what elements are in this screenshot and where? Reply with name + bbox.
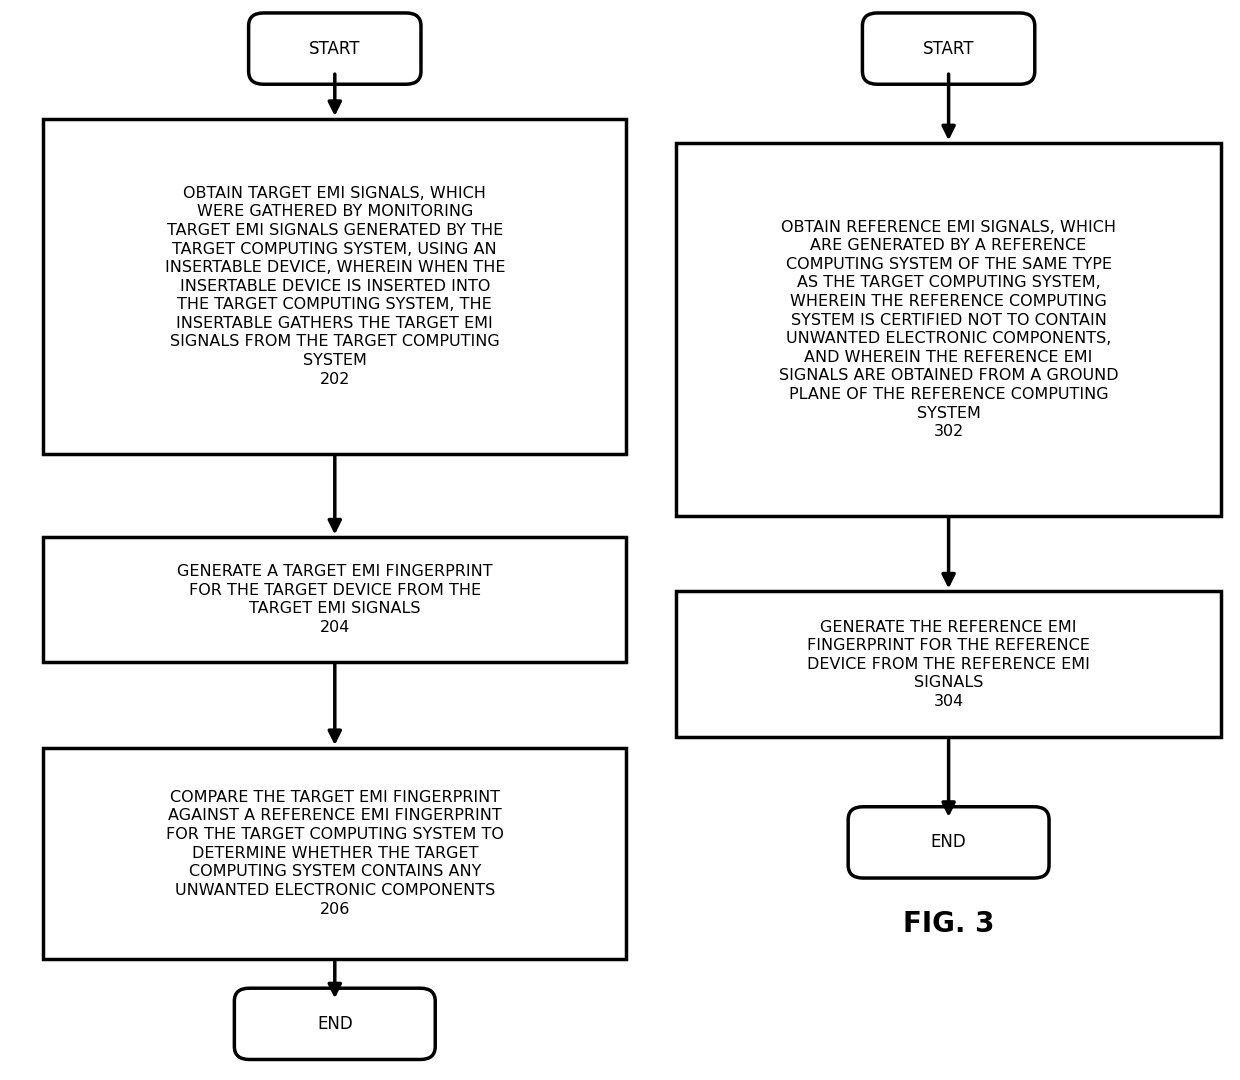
Text: FIG. 3: FIG. 3 — [903, 910, 994, 939]
Text: END: END — [931, 834, 966, 851]
Text: GENERATE A TARGET EMI FINGERPRINT
FOR THE TARGET DEVICE FROM THE
TARGET EMI SIGN: GENERATE A TARGET EMI FINGERPRINT FOR TH… — [177, 564, 492, 635]
Text: GENERATE THE REFERENCE EMI
FINGERPRINT FOR THE REFERENCE
DEVICE FROM THE REFEREN: GENERATE THE REFERENCE EMI FINGERPRINT F… — [807, 620, 1090, 708]
Text: END: END — [317, 1015, 352, 1032]
Text: START: START — [923, 40, 975, 57]
Text: START: START — [309, 40, 361, 57]
FancyBboxPatch shape — [848, 807, 1049, 878]
FancyBboxPatch shape — [248, 13, 422, 84]
Text: COMPARE THE TARGET EMI FINGERPRINT
AGAINST A REFERENCE EMI FINGERPRINT
FOR THE T: COMPARE THE TARGET EMI FINGERPRINT AGAIN… — [166, 789, 503, 917]
Bar — [43, 119, 626, 454]
Text: OBTAIN REFERENCE EMI SIGNALS, WHICH
ARE GENERATED BY A REFERENCE
COMPUTING SYSTE: OBTAIN REFERENCE EMI SIGNALS, WHICH ARE … — [779, 219, 1118, 440]
Bar — [43, 747, 626, 959]
FancyBboxPatch shape — [863, 13, 1034, 84]
Text: OBTAIN TARGET EMI SIGNALS, WHICH
WERE GATHERED BY MONITORING
TARGET EMI SIGNALS : OBTAIN TARGET EMI SIGNALS, WHICH WERE GA… — [165, 186, 505, 387]
FancyBboxPatch shape — [234, 988, 435, 1059]
Bar — [676, 592, 1221, 737]
Bar — [676, 144, 1221, 516]
Bar — [43, 537, 626, 661]
